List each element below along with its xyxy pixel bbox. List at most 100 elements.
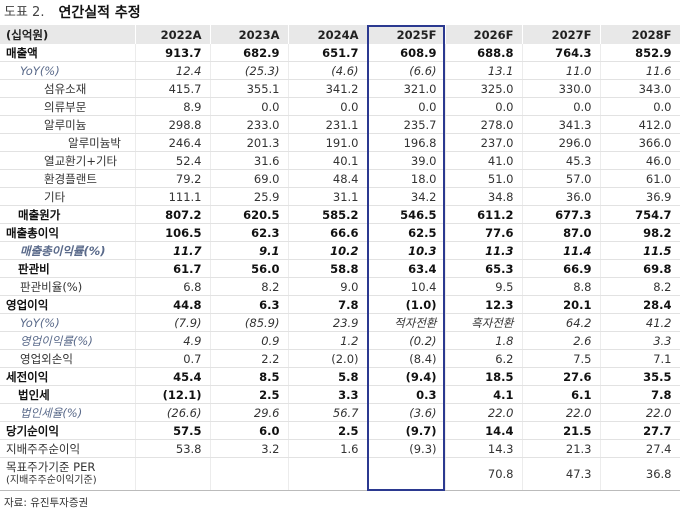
- cell-value: 흑자전환: [445, 313, 523, 332]
- cell-value: 63.4: [367, 259, 446, 278]
- cell-value: (0.2): [367, 331, 446, 350]
- cell-value: 18.0: [367, 169, 446, 188]
- cell-value: 22.0: [522, 403, 601, 422]
- row-label: YoY(%): [0, 61, 136, 80]
- cell-value: 69.0: [210, 169, 289, 188]
- cell-value: 51.0: [445, 169, 523, 188]
- cell-value: 7.8: [600, 385, 680, 404]
- cell-value: (26.6): [135, 403, 211, 422]
- cell-value: 10.3: [367, 241, 446, 260]
- cell-value: 5.8: [288, 367, 368, 386]
- cell-value: 36.8: [600, 457, 680, 491]
- cell-value: 45.4: [135, 367, 211, 386]
- cell-value: 2.6: [522, 331, 601, 350]
- cell-value: 61.7: [135, 259, 211, 278]
- cell-value: 366.0: [600, 133, 680, 152]
- cell-value: 87.0: [522, 223, 601, 242]
- column-header: 2025F: [367, 25, 446, 44]
- cell-value: 23.9: [288, 313, 368, 332]
- cell-value: 35.5: [600, 367, 680, 386]
- cell-value: (9.4): [367, 367, 446, 386]
- cell-value: 0.7: [135, 349, 211, 368]
- table-row: 법인세 (12.1) 2.5 3.3 0.3 4.1 6.1 7.8: [0, 385, 680, 404]
- cell-value: 9.5: [445, 277, 523, 296]
- cell-value: (2.0): [288, 349, 368, 368]
- table-row: 환경플랜트 79.2 69.0 48.4 18.0 51.0 57.0 61.0: [0, 169, 680, 188]
- column-header: 2023A: [210, 25, 289, 44]
- cell-value: (25.3): [210, 61, 289, 80]
- cell-value: 25.9: [210, 187, 289, 206]
- cell-value: 677.3: [522, 205, 601, 224]
- cell-value: 22.0: [600, 403, 680, 422]
- cell-value: 79.2: [135, 169, 211, 188]
- cell-value: 64.2: [522, 313, 601, 332]
- cell-value: 3.2: [210, 439, 289, 458]
- cell-value: 2.5: [288, 421, 368, 440]
- unit-header: (십억원): [0, 25, 136, 44]
- table-row: 기타 111.1 25.9 31.1 34.2 34.8 36.0 36.9: [0, 187, 680, 206]
- cell-value: [288, 457, 368, 491]
- row-label: 섬유소재: [0, 79, 136, 98]
- cell-value: 0.3: [367, 385, 446, 404]
- cell-value: 0.9: [210, 331, 289, 350]
- cell-value: 31.1: [288, 187, 368, 206]
- table-header-row: (십억원) 2022A 2023A 2024A 2025F 2026F 2027F 2028F: [0, 25, 680, 44]
- row-label: 판관비율(%): [0, 277, 136, 296]
- cell-value: 11.6: [600, 61, 680, 80]
- cell-value: 608.9: [367, 44, 446, 62]
- table-row: YoY(%) 12.4 (25.3) (4.6) (6.6) 13.1 11.0 11.6: [0, 61, 680, 80]
- cell-value: 106.5: [135, 223, 211, 242]
- cell-value: 343.0: [600, 79, 680, 98]
- cell-value: 27.4: [600, 439, 680, 458]
- cell-value: (1.0): [367, 295, 446, 314]
- row-label: 알루미늄: [0, 115, 136, 134]
- table-row: 영업이익 44.8 6.3 7.8 (1.0) 12.3 20.1 28.4: [0, 295, 680, 314]
- cell-value: 58.8: [288, 259, 368, 278]
- row-label: 지배주주순이익: [0, 439, 136, 458]
- cell-value: 6.0: [210, 421, 289, 440]
- cell-value: 7.5: [522, 349, 601, 368]
- cell-value: 47.3: [522, 457, 601, 491]
- cell-value: (12.1): [135, 385, 211, 404]
- cell-value: 18.5: [445, 367, 523, 386]
- cell-value: 341.2: [288, 79, 368, 98]
- cell-value: 196.8: [367, 133, 446, 152]
- cell-value: 40.1: [288, 151, 368, 170]
- table-row: 판관비 61.7 56.0 58.8 63.4 65.3 66.9 69.8: [0, 259, 680, 278]
- table-row: 판관비율(%) 6.8 8.2 9.0 10.4 9.5 8.8 8.2: [0, 277, 680, 296]
- cell-value: 29.6: [210, 403, 289, 422]
- cell-value: 0.0: [445, 97, 523, 116]
- column-header: 2027F: [522, 25, 601, 44]
- cell-value: (6.6): [367, 61, 446, 80]
- cell-value: 39.0: [367, 151, 446, 170]
- cell-value: 8.5: [210, 367, 289, 386]
- row-label: 세전이익: [0, 367, 136, 386]
- table-row: 법인세율(%) (26.6) 29.6 56.7 (3.6) 22.0 22.0 22.0: [0, 403, 680, 422]
- cell-value: 77.6: [445, 223, 523, 242]
- cell-value: 0.0: [288, 97, 368, 116]
- cell-value: 682.9: [210, 44, 289, 62]
- cell-value: 66.6: [288, 223, 368, 242]
- cell-value: 61.0: [600, 169, 680, 188]
- annual-earnings-table: (십억원) 2022A 2023A 2024A 2025F 2026F 2027F 2028F…: [0, 25, 680, 491]
- cell-value: 325.0: [445, 79, 523, 98]
- cell-value: 0.0: [600, 97, 680, 116]
- cell-value: 14.4: [445, 421, 523, 440]
- cell-value: (9.7): [367, 421, 446, 440]
- table-row: 매출원가 807.2 620.5 585.2 546.5 611.2 677.3 754.7: [0, 205, 680, 224]
- table-row: 알루미늄 298.8 233.0 231.1 235.7 278.0 341.3 412.0: [0, 115, 680, 134]
- cell-value: 48.4: [288, 169, 368, 188]
- cell-value: 764.3: [522, 44, 601, 62]
- cell-value: 11.0: [522, 61, 601, 80]
- cell-value: 415.7: [135, 79, 211, 98]
- cell-value: 546.5: [367, 205, 446, 224]
- cell-value: 330.0: [522, 79, 601, 98]
- cell-value: 341.3: [522, 115, 601, 134]
- cell-value: 298.8: [135, 115, 211, 134]
- cell-value: 237.0: [445, 133, 523, 152]
- cell-value: 355.1: [210, 79, 289, 98]
- row-label: 영업외손익: [0, 349, 136, 368]
- per-label: 목표주가기준 PER: [6, 460, 96, 474]
- cell-value: 201.3: [210, 133, 289, 152]
- cell-value: 27.7: [600, 421, 680, 440]
